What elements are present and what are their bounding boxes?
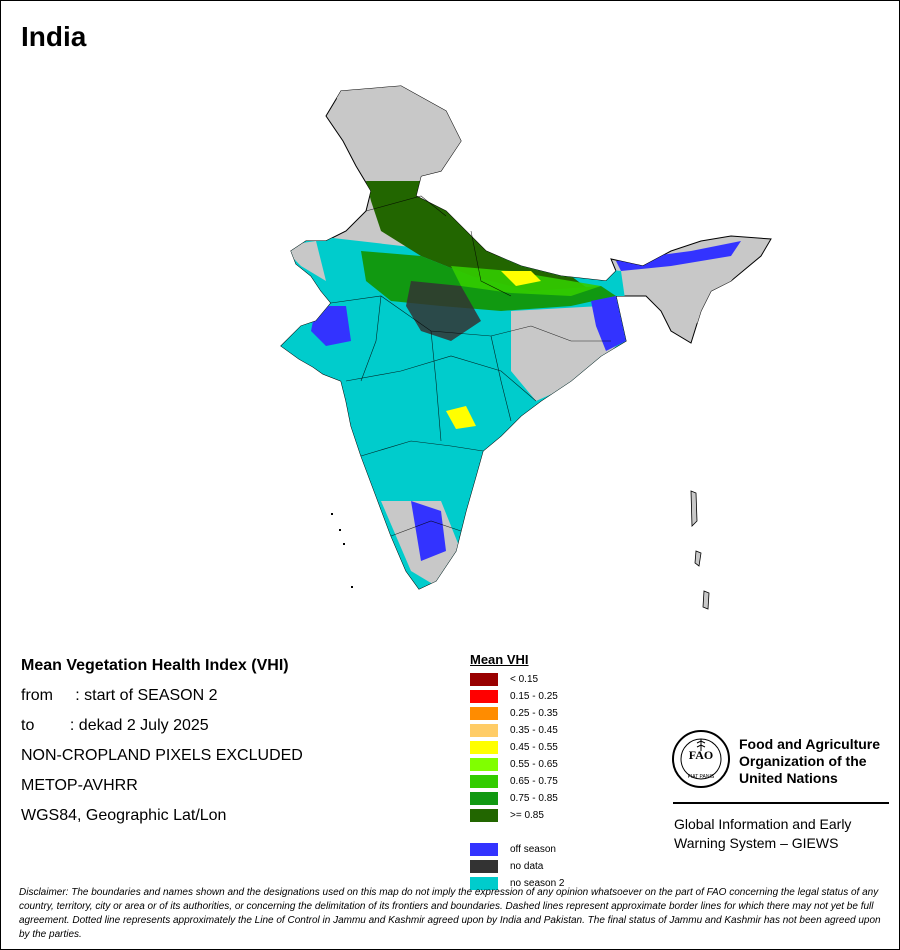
giews-name: Global Information and Early Warning Sys… xyxy=(674,815,851,853)
legend-label: 0.55 - 0.65 xyxy=(510,759,558,770)
noncrop-west xyxy=(281,241,326,281)
legend-label: off season xyxy=(510,844,556,855)
legend-title: Mean VHI xyxy=(470,652,529,667)
fao-name: Food and Agriculture Organization of the… xyxy=(739,736,880,787)
legend-label: 0.75 - 0.85 xyxy=(510,793,558,804)
legend-class-row: < 0.15 xyxy=(470,671,650,688)
legend-class-row: 0.75 - 0.85 xyxy=(470,790,650,807)
legend-special-row: off season xyxy=(470,841,650,858)
legend-label: 0.15 - 0.25 xyxy=(510,691,558,702)
legend-swatch xyxy=(470,690,498,703)
legend-swatch xyxy=(470,724,498,737)
legend: Mean VHI < 0.15 0.15 - 0.25 0.25 - 0.35 0.3… xyxy=(470,652,650,892)
map-info-block: Mean Vegetation Health Index (VHI) from … xyxy=(21,656,421,836)
northeast-grey xyxy=(631,256,751,331)
legend-swatch xyxy=(470,741,498,754)
fao-name-line2: Organization of the xyxy=(739,753,867,769)
fao-motto-text: FIAT PANIS xyxy=(688,774,715,780)
map-subtitle: Mean Vegetation Health Index (VHI) xyxy=(21,657,289,674)
legend-swatch xyxy=(470,707,498,720)
fao-divider xyxy=(673,802,889,804)
map-title: India xyxy=(21,21,87,52)
fao-name-line3: United Nations xyxy=(739,770,838,786)
giews-line2: Warning System – GIEWS xyxy=(674,835,839,851)
from-line: from : start of SEASON 2 xyxy=(21,687,218,704)
legend-swatch xyxy=(470,673,498,686)
noncrop-east xyxy=(511,306,616,401)
fao-block: FAO FIAT PANIS Food and Agriculture Orga… xyxy=(671,729,891,859)
himalaya-grey xyxy=(331,86,471,181)
projection-line: WGS84, Geographic Lat/Lon xyxy=(21,807,227,824)
legend-swatch xyxy=(470,877,498,890)
fao-logo-text: FAO xyxy=(689,748,713,762)
giews-line1: Global Information and Early xyxy=(674,816,852,832)
legend-swatch xyxy=(470,860,498,873)
legend-swatch xyxy=(470,809,498,822)
legend-class-row: 0.65 - 0.75 xyxy=(470,773,650,790)
yellow-patch-2 xyxy=(446,406,476,429)
legend-classes: < 0.15 0.15 - 0.25 0.25 - 0.35 0.35 - 0.45 0… xyxy=(470,671,650,824)
fao-logo-icon: FAO FIAT PANIS xyxy=(672,730,730,788)
legend-class-row: >= 0.85 xyxy=(470,807,650,824)
legend-label: >= 0.85 xyxy=(510,810,544,821)
india-vhi-map xyxy=(280,85,772,610)
andaman-islands xyxy=(690,490,710,610)
legend-class-row: 0.25 - 0.35 xyxy=(470,705,650,722)
legend-special: off season no data no season 2 xyxy=(470,841,650,892)
legend-class-row: 0.15 - 0.25 xyxy=(470,688,650,705)
legend-class-row: 0.45 - 0.55 xyxy=(470,739,650,756)
legend-swatch xyxy=(470,792,498,805)
legend-label: 0.45 - 0.55 xyxy=(510,742,558,753)
mask-line: NON-CROPLAND PIXELS EXCLUDED xyxy=(21,747,303,764)
sensor-line: METOP-AVHRR xyxy=(21,777,138,794)
no-data-patch xyxy=(406,281,481,341)
legend-label: 0.25 - 0.35 xyxy=(510,708,558,719)
lakshadweep-islands xyxy=(331,513,353,588)
legend-label: no data xyxy=(510,861,544,872)
disclaimer: Disclaimer: The boundaries and names sho… xyxy=(19,887,881,940)
off-season-bengal xyxy=(591,296,626,351)
yellow-patch xyxy=(501,271,541,286)
legend-class-row: 0.55 - 0.65 xyxy=(470,756,650,773)
legend-label: no season 2 xyxy=(510,878,565,889)
legend-special-row: no season 2 xyxy=(470,875,650,892)
legend-swatch xyxy=(470,758,498,771)
legend-swatch xyxy=(470,843,498,856)
legend-swatch xyxy=(470,775,498,788)
legend-class-row: 0.35 - 0.45 xyxy=(470,722,650,739)
legend-special-row: no data xyxy=(470,858,650,875)
legend-label: 0.35 - 0.45 xyxy=(510,725,558,736)
legend-label: < 0.15 xyxy=(510,674,539,685)
legend-label: 0.65 - 0.75 xyxy=(510,776,558,787)
state-borders xyxy=(330,195,611,537)
to-line: to : dekad 2 July 2025 xyxy=(21,717,209,734)
off-season-gujarat xyxy=(311,306,351,346)
off-season-south xyxy=(411,501,446,561)
fao-name-line1: Food and Agriculture xyxy=(739,736,881,752)
